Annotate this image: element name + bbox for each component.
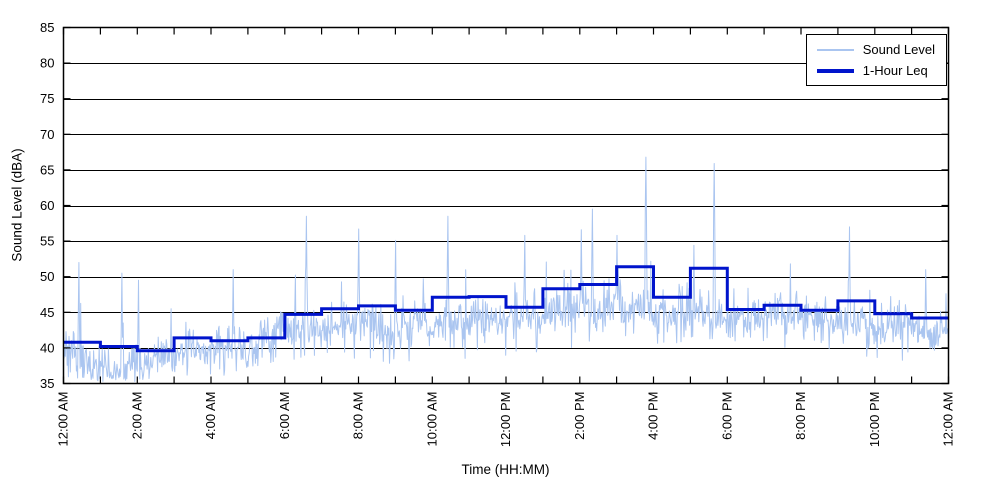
svg-text:12:00 AM: 12:00 AM <box>941 392 956 447</box>
svg-text:10:00 PM: 10:00 PM <box>867 392 882 448</box>
svg-text:8:00 AM: 8:00 AM <box>351 392 366 440</box>
svg-text:60: 60 <box>40 198 54 213</box>
svg-text:75: 75 <box>40 91 54 106</box>
leq-line-swatch <box>816 68 854 73</box>
legend[interactable]: Sound Level 1-Hour Leq <box>805 34 947 86</box>
svg-text:6:00 AM: 6:00 AM <box>277 392 292 440</box>
tick-marks <box>62 26 950 385</box>
legend-label-leq: 1-Hour Leq <box>862 63 928 78</box>
svg-text:80: 80 <box>40 56 54 71</box>
y-tick-labels: 35 40 45 50 55 60 65 70 75 80 85 <box>40 20 54 391</box>
y-axis-title: Sound Level (dBA) <box>9 148 25 262</box>
svg-text:85: 85 <box>40 20 54 35</box>
svg-text:2:00 AM: 2:00 AM <box>129 392 144 440</box>
svg-text:2:00 PM: 2:00 PM <box>572 392 587 440</box>
svg-text:70: 70 <box>40 127 54 142</box>
gridlines <box>63 63 949 349</box>
svg-text:45: 45 <box>40 305 54 320</box>
leq-series <box>63 265 949 353</box>
svg-text:35: 35 <box>40 376 54 391</box>
svg-text:10:00 AM: 10:00 AM <box>424 392 439 447</box>
svg-text:50: 50 <box>40 269 54 284</box>
svg-text:6:00 PM: 6:00 PM <box>719 392 734 440</box>
svg-text:8:00 PM: 8:00 PM <box>793 392 808 440</box>
sound-level-line-swatch <box>816 48 854 51</box>
svg-text:4:00 AM: 4:00 AM <box>203 392 218 440</box>
legend-label-sound-level: Sound Level <box>862 42 935 57</box>
svg-text:4:00 PM: 4:00 PM <box>646 392 661 440</box>
sound-level-series <box>63 156 949 382</box>
x-axis-title: Time (HH:MM) <box>461 462 550 477</box>
legend-item-sound-level: Sound Level <box>816 42 935 57</box>
svg-text:55: 55 <box>40 234 54 249</box>
svg-text:12:00 PM: 12:00 PM <box>498 392 513 448</box>
svg-text:12:00 AM: 12:00 AM <box>56 392 71 447</box>
svg-text:40: 40 <box>40 340 54 355</box>
svg-text:65: 65 <box>40 162 54 177</box>
x-tick-labels: 12:00 AM 2:00 AM 4:00 AM 6:00 AM 8:00 AM 10:0… <box>56 392 956 448</box>
legend-item-leq: 1-Hour Leq <box>816 63 935 78</box>
